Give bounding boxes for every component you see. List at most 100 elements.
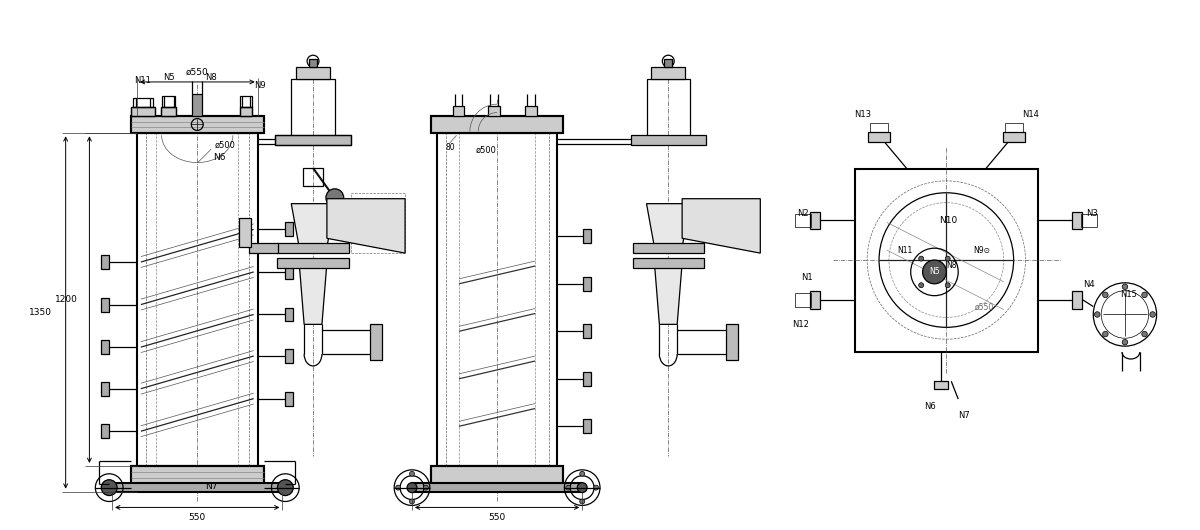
Circle shape (919, 282, 924, 288)
Circle shape (1150, 312, 1156, 317)
Bar (488, 105, 500, 116)
Bar (276, 135, 350, 145)
Circle shape (1094, 312, 1100, 317)
Bar (101, 382, 109, 395)
Bar (239, 217, 251, 247)
Text: N10: N10 (940, 216, 958, 225)
Bar (292, 79, 335, 138)
Bar (131, 116, 264, 134)
Bar (431, 116, 563, 134)
Circle shape (396, 485, 401, 490)
Bar (652, 67, 685, 79)
Circle shape (919, 256, 924, 261)
Circle shape (326, 189, 343, 207)
Bar (1004, 123, 1022, 132)
Bar (286, 223, 293, 236)
Bar (133, 98, 152, 107)
Bar (452, 105, 464, 116)
Bar (286, 349, 293, 363)
Bar (632, 243, 704, 253)
Bar (870, 123, 888, 132)
Text: N8: N8 (946, 261, 956, 269)
Text: ø550: ø550 (186, 67, 209, 76)
Polygon shape (299, 263, 326, 324)
Bar (647, 79, 690, 138)
Bar (101, 425, 109, 438)
Bar (726, 324, 738, 360)
Bar (240, 96, 252, 107)
Bar (192, 94, 203, 116)
Bar (431, 116, 563, 134)
Circle shape (277, 480, 293, 496)
Bar (583, 277, 592, 291)
Circle shape (192, 475, 203, 484)
Text: 550: 550 (188, 513, 206, 522)
Text: 1350: 1350 (29, 308, 52, 317)
Polygon shape (292, 204, 335, 247)
Text: N7: N7 (205, 482, 217, 491)
Bar (162, 96, 175, 107)
Text: N15: N15 (1121, 290, 1138, 299)
Polygon shape (654, 263, 682, 324)
Text: 550: 550 (488, 513, 505, 522)
Circle shape (566, 485, 571, 490)
Bar (101, 298, 109, 312)
Circle shape (409, 499, 414, 504)
Circle shape (594, 485, 599, 490)
Bar (1081, 214, 1097, 227)
Bar (276, 135, 350, 145)
Text: N8: N8 (205, 74, 217, 83)
Circle shape (580, 499, 584, 504)
Circle shape (946, 282, 950, 288)
Text: N6: N6 (925, 402, 936, 411)
Bar (286, 307, 293, 321)
Bar (286, 392, 293, 405)
Circle shape (577, 483, 587, 492)
Bar (665, 59, 672, 67)
Bar (304, 168, 323, 186)
Bar (1073, 291, 1082, 308)
Text: N6: N6 (212, 153, 226, 162)
Text: N11: N11 (134, 76, 151, 85)
Text: 1200: 1200 (55, 295, 78, 304)
Bar (583, 324, 592, 338)
Text: N3: N3 (1086, 209, 1098, 218)
Bar (796, 214, 811, 227)
Polygon shape (647, 204, 690, 247)
Text: ø500: ø500 (475, 146, 497, 155)
Bar (296, 67, 330, 79)
Circle shape (1122, 284, 1128, 289)
Bar (131, 466, 264, 484)
Text: N13: N13 (853, 110, 871, 119)
Text: ø500: ø500 (215, 141, 235, 150)
Text: N5: N5 (163, 74, 174, 83)
Bar (583, 419, 592, 433)
Bar (286, 265, 293, 279)
Text: 80: 80 (445, 143, 455, 152)
Bar (431, 466, 563, 484)
Bar (431, 466, 563, 484)
Text: N4: N4 (1084, 280, 1096, 289)
Text: N5: N5 (929, 268, 940, 277)
Bar (412, 483, 582, 492)
Text: N14: N14 (1022, 110, 1039, 119)
Bar (935, 381, 948, 389)
Bar (161, 107, 176, 116)
Bar (632, 258, 704, 268)
Circle shape (580, 471, 584, 476)
Circle shape (1122, 339, 1128, 345)
Bar (248, 243, 278, 253)
Circle shape (1141, 292, 1147, 298)
Text: N2: N2 (798, 209, 809, 218)
Polygon shape (326, 199, 406, 253)
Bar (101, 255, 109, 269)
Bar (240, 107, 252, 116)
Bar (161, 107, 176, 116)
Circle shape (923, 260, 947, 284)
Bar (131, 466, 264, 484)
Circle shape (424, 485, 428, 490)
Bar (112, 483, 282, 492)
Bar (868, 132, 890, 142)
Bar (583, 229, 592, 243)
Bar (1003, 132, 1025, 142)
